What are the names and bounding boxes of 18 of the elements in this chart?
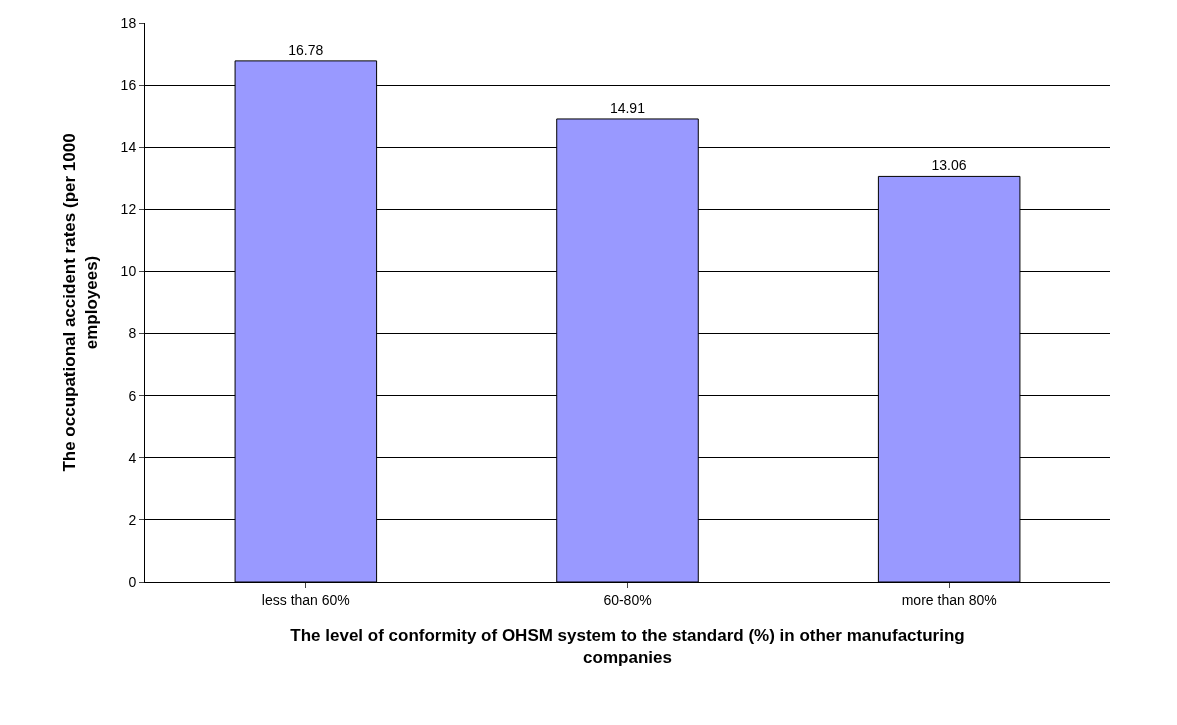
x-tick-label: more than 80% — [901, 591, 997, 608]
x-axis-title: The level of conformity of OHSM system to the standard (%) in other manufacturing companies — [290, 626, 965, 668]
x-tick-label: less than 60% — [261, 591, 350, 608]
y-tick-label: 2 — [128, 511, 137, 528]
y-tick-label: 0 — [128, 573, 137, 590]
data-label: 16.78 — [288, 41, 324, 58]
y-tick-label: 12 — [120, 201, 137, 218]
y-tick-label: 6 — [128, 387, 137, 404]
y-tick-label: 10 — [120, 263, 137, 280]
y-tick-label: 8 — [128, 325, 137, 342]
x-tick-label: 60-80% — [603, 591, 652, 608]
y-tick-label: 16 — [120, 77, 137, 94]
data-label: 13.06 — [931, 157, 967, 174]
y-tick-label: 4 — [128, 449, 137, 466]
data-label: 14.91 — [609, 99, 646, 116]
y-axis-title: The occupational accident rates (per 1000 employees) — [60, 133, 102, 472]
y-tick-label: 14 — [120, 139, 137, 156]
y-tick-label: 18 — [120, 14, 137, 31]
